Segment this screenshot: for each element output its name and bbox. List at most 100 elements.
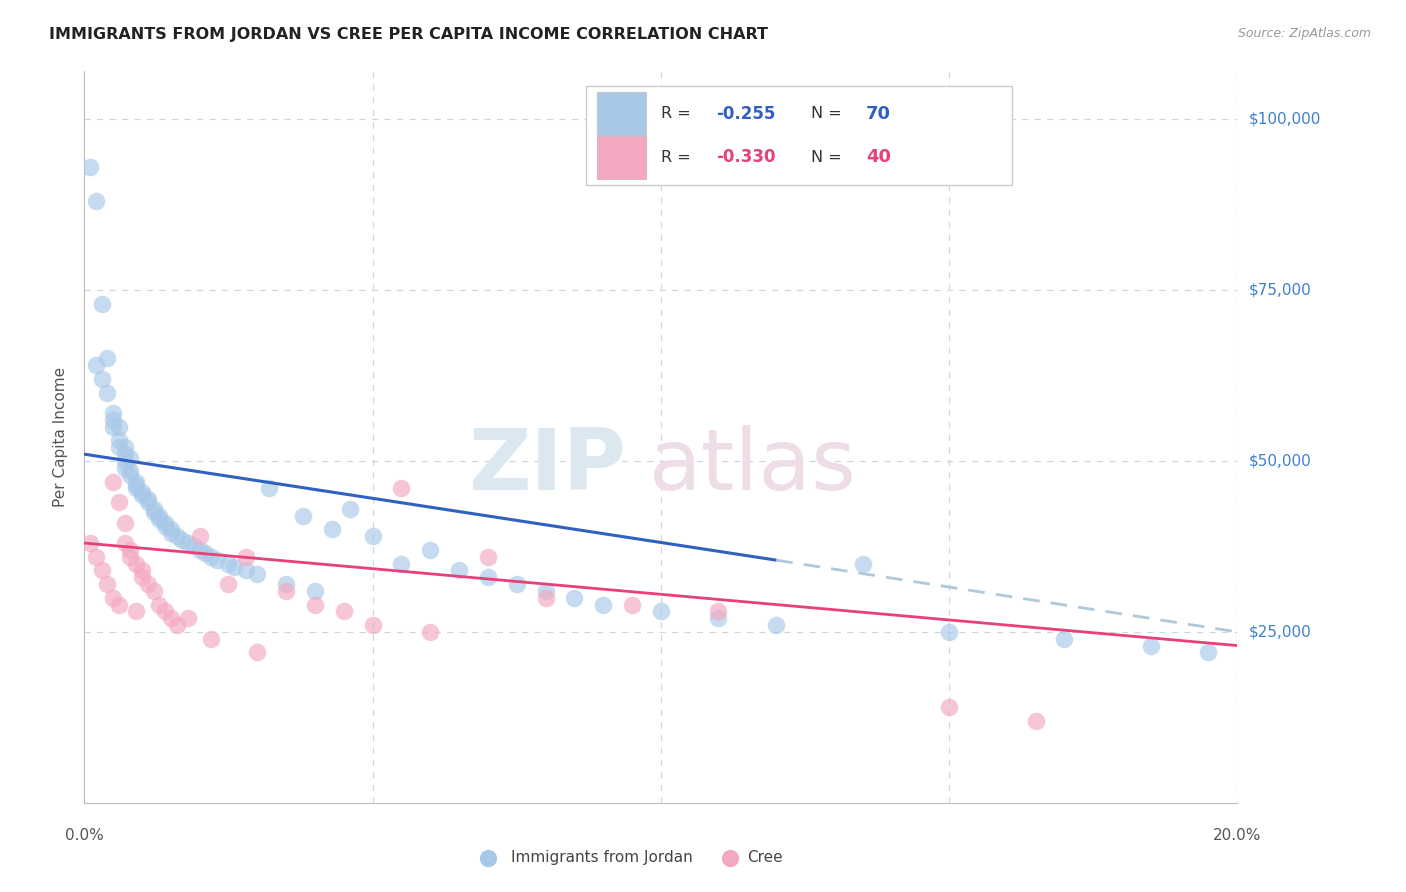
Point: [419, 624, 441, 639]
Point: [120, 542, 142, 557]
Point: [79, 536, 101, 550]
Point: [205, 553, 228, 567]
Text: -0.255: -0.255: [716, 104, 776, 122]
Point: [131, 563, 153, 577]
Text: N =: N =: [811, 150, 846, 165]
Point: [188, 542, 211, 557]
Point: [852, 557, 875, 571]
Point: [125, 557, 148, 571]
Point: [90, 563, 112, 577]
Point: [304, 583, 326, 598]
Point: [120, 450, 142, 465]
Point: [142, 505, 165, 519]
Point: [534, 583, 557, 598]
FancyBboxPatch shape: [598, 136, 645, 178]
Point: [177, 536, 200, 550]
Point: [765, 618, 787, 632]
Text: Cree: Cree: [748, 850, 783, 865]
Point: [148, 512, 170, 526]
Point: [153, 604, 176, 618]
Point: [114, 447, 136, 461]
Point: [114, 454, 136, 468]
Point: [361, 529, 384, 543]
Point: [938, 700, 960, 714]
Point: [84, 549, 107, 564]
Point: [276, 583, 298, 598]
Point: [131, 570, 153, 584]
Point: [235, 563, 257, 577]
Point: [339, 501, 361, 516]
Point: [103, 413, 124, 427]
Point: [136, 491, 159, 506]
Point: [153, 516, 176, 530]
Point: [477, 570, 499, 584]
Point: [235, 549, 257, 564]
Text: $25,000: $25,000: [1249, 624, 1312, 640]
Point: [361, 618, 384, 632]
Point: [96, 577, 118, 591]
Text: 40: 40: [866, 148, 891, 166]
Point: [200, 549, 222, 564]
Point: [96, 351, 118, 366]
Point: [114, 440, 136, 454]
Point: [1053, 632, 1076, 646]
Point: [114, 516, 136, 530]
Point: [246, 645, 269, 659]
Point: [246, 566, 269, 581]
Point: [108, 440, 131, 454]
Point: [506, 577, 529, 591]
Point: [131, 484, 153, 499]
Text: N =: N =: [811, 106, 846, 121]
Point: [938, 624, 960, 639]
Point: [200, 632, 222, 646]
Point: [477, 549, 499, 564]
Point: [224, 560, 246, 574]
FancyBboxPatch shape: [598, 92, 645, 136]
Point: [136, 577, 159, 591]
Point: [120, 549, 142, 564]
Point: [96, 385, 118, 400]
Point: [108, 495, 131, 509]
Point: [292, 508, 315, 523]
Point: [166, 529, 188, 543]
Point: [419, 542, 441, 557]
Text: $50,000: $50,000: [1249, 453, 1312, 468]
Point: [160, 525, 183, 540]
Point: [707, 604, 730, 618]
Y-axis label: Per Capita Income: Per Capita Income: [53, 367, 69, 508]
Point: [218, 577, 240, 591]
Point: [90, 372, 112, 386]
Point: [108, 598, 131, 612]
Point: [125, 478, 148, 492]
Text: $100,000: $100,000: [1249, 112, 1320, 127]
Point: [108, 434, 131, 448]
Text: 0.0%: 0.0%: [65, 828, 104, 843]
Point: [142, 583, 165, 598]
Point: [131, 488, 153, 502]
Point: [160, 611, 183, 625]
Point: [125, 481, 148, 495]
Text: 20.0%: 20.0%: [1213, 828, 1261, 843]
Point: [564, 591, 586, 605]
Point: [79, 160, 101, 174]
Point: [183, 540, 205, 554]
Point: [257, 481, 280, 495]
Point: [103, 591, 124, 605]
Point: [621, 598, 644, 612]
Point: [707, 611, 730, 625]
Point: [120, 464, 142, 478]
Text: atlas: atlas: [650, 425, 858, 508]
Point: [172, 533, 194, 547]
Point: [103, 475, 124, 489]
Point: [177, 611, 200, 625]
Point: [148, 508, 170, 523]
Text: $75,000: $75,000: [1249, 283, 1312, 298]
Point: [1198, 645, 1220, 659]
Point: [125, 604, 148, 618]
Point: [391, 481, 413, 495]
Text: Source: ZipAtlas.com: Source: ZipAtlas.com: [1237, 27, 1371, 40]
Point: [218, 557, 240, 571]
Text: R =: R =: [661, 150, 696, 165]
Point: [148, 598, 170, 612]
Point: [114, 460, 136, 475]
